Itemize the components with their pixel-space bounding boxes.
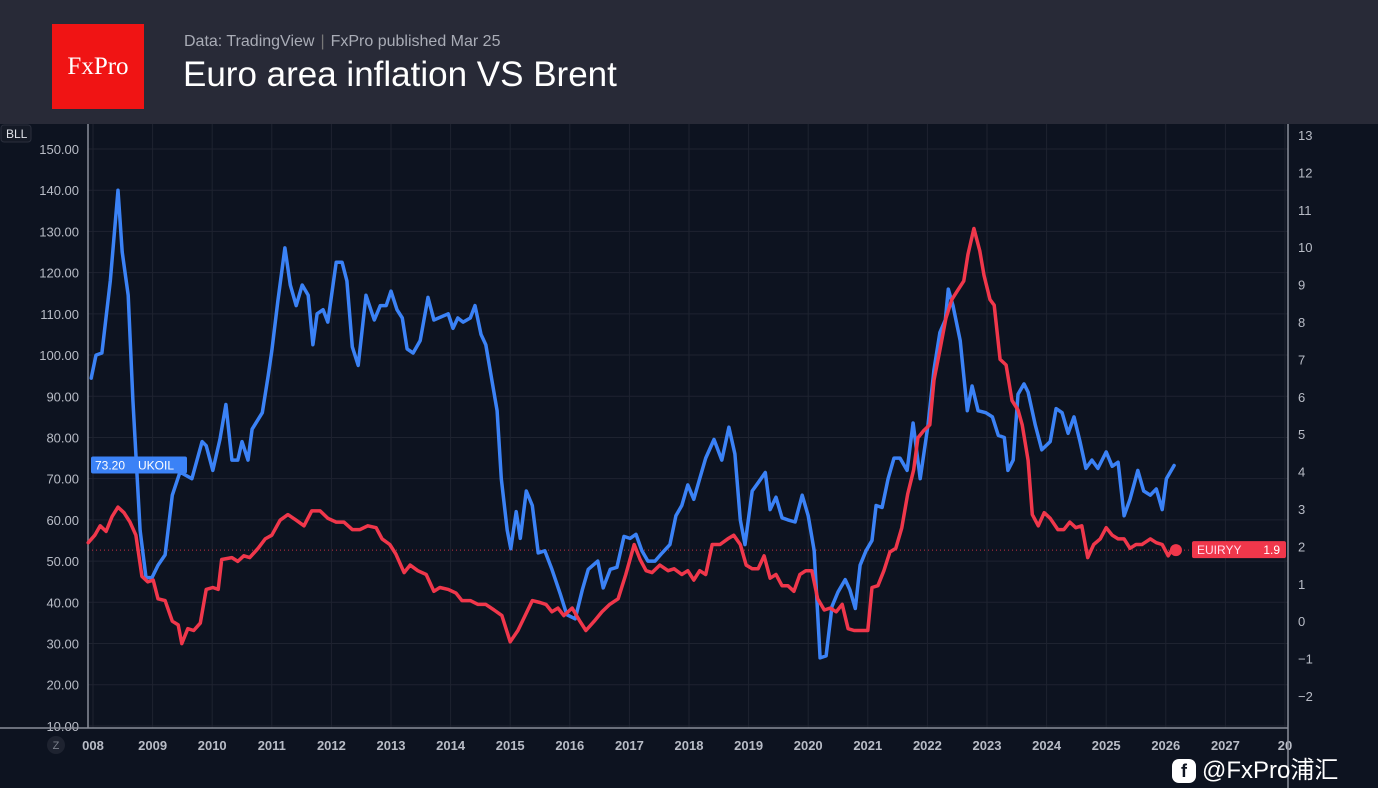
euiryy-label: EUIRYY [1197,543,1241,557]
right-tick-label: 11 [1298,203,1312,218]
axes: 150.00140.00130.00120.00110.00100.0090.0… [0,124,1313,788]
x-tick-label: 2027 [1211,738,1240,753]
right-tick-label: 9 [1298,278,1305,293]
x-tick-label: 2013 [377,738,406,753]
right-tick-label: 3 [1298,502,1305,517]
left-tick-label: 110.00 [40,307,79,322]
left-tick-label: 80.00 [46,430,79,445]
series-lines [86,188,1182,660]
grid [0,124,1378,788]
left-tick-label: 50.00 [46,554,79,569]
x-tick-label: 2021 [853,738,882,753]
series-line-euiryy [86,226,1178,646]
right-tick-label: 1 [1298,577,1305,592]
weibo-icon: f [1172,759,1196,783]
x-tick-label: 2019 [734,738,763,753]
x-tick-label: 2025 [1092,738,1121,753]
right-tick-label: 6 [1298,390,1305,405]
left-tick-label: 60.00 [46,513,79,528]
value-labels: 73.20 UKOIL EUIRYY 1.9 [91,456,1286,559]
right-tick-label: 13 [1298,128,1312,143]
x-tick-label: 2015 [496,738,525,753]
zoom-reset-label: Z [53,740,60,752]
chart-title: Euro area inflation VS Brent [183,55,617,94]
left-tick-label: 90.00 [46,389,79,404]
series-line-ukoil [89,188,1176,660]
watermark-text: @FxPro浦汇 [1202,757,1339,784]
fxpro-logo: FxPro [52,24,144,109]
x-tick-label: 2016 [555,738,584,753]
left-tick-label: 140.00 [39,183,79,198]
right-tick-label: 0 [1298,614,1305,629]
right-tick-label: 10 [1298,240,1312,255]
left-tick-label: 10.00 [46,719,79,734]
x-tick-label: 2009 [138,738,167,753]
x-tick-label: 2012 [317,738,346,753]
unit-tag: BLL [6,127,28,141]
x-tick-label: 2017 [615,738,644,753]
x-tick-label: 008 [82,738,104,753]
ukoil-label-box [91,456,187,474]
left-tick-label: 150.00 [39,142,79,157]
left-tick-label: 130.00 [39,224,79,239]
x-tick-label: 20 [1278,738,1292,753]
euiryy-label-box [1192,541,1286,559]
right-tick-label: 5 [1298,427,1305,442]
x-tick-label: 2024 [1032,738,1062,753]
right-tick-label: −1 [1298,652,1313,667]
x-tick-label: 2020 [794,738,823,753]
euiryy-last-value: 1.9 [1263,543,1280,557]
right-tick-label: −2 [1298,689,1313,704]
x-tick-label: 2018 [675,738,704,753]
data-source: Data: TradingView [184,33,315,50]
unit-tag-box [0,124,32,143]
x-tick-label: 2022 [913,738,942,753]
chart-subtitle: Data: TradingView | FxPro published Mar 25 [184,33,500,51]
left-tick-label: 20.00 [46,678,79,693]
x-tick-label: 2023 [973,738,1002,753]
left-tick-label: 30.00 [46,637,79,652]
left-tick-label: 120.00 [39,266,79,281]
zoom-reset-button[interactable] [47,736,65,754]
chart-header: FxPro Data: TradingView | FxPro published … [0,0,1378,124]
left-tick-label: 70.00 [46,472,79,487]
x-tick-label: 2010 [198,738,227,753]
inflation-last-point [1169,544,1182,557]
right-tick-label: 8 [1298,315,1305,330]
separator: | [320,33,325,50]
x-tick-label: 2026 [1151,738,1180,753]
left-tick-label: 100.00 [39,348,79,363]
right-tick-label: 12 [1298,165,1312,180]
left-tick-label: 40.00 [46,595,79,610]
ukoil-label: UKOIL [138,458,174,472]
watermark: f @FxPro浦汇 [1172,757,1338,785]
x-tick-label: 2011 [258,738,286,753]
x-tick-label: 2014 [436,738,466,753]
right-tick-label: 7 [1298,352,1305,367]
right-tick-label: 2 [1298,539,1305,554]
right-tick-label: 4 [1298,465,1305,480]
published-info: FxPro published Mar 25 [330,33,501,50]
ukoil-last-value: 73.20 [95,458,125,472]
